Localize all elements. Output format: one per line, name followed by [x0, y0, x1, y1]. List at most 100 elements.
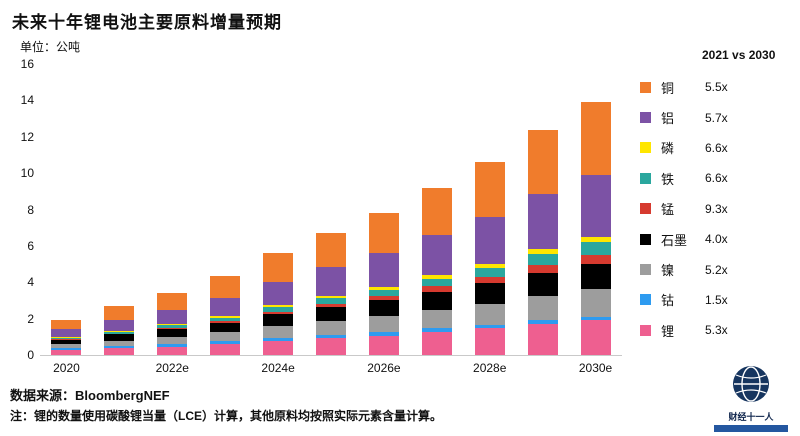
- bar-segment-铁: [421, 278, 452, 287]
- bar-segment-石墨: [580, 263, 611, 290]
- legend-multiplier: 6.6x: [705, 140, 728, 155]
- bar-segment-镍: [527, 296, 558, 321]
- legend-multiplier: 6.6x: [705, 171, 728, 186]
- bar-segment-锂: [421, 331, 452, 355]
- bar-segment-石墨: [316, 307, 346, 322]
- globe-icon: [731, 366, 771, 408]
- bar-segment-钴: [474, 324, 505, 329]
- bar-segment-镍: [157, 337, 188, 344]
- bar-segment-铁: [368, 289, 399, 297]
- x-axis-label: 2030e: [578, 361, 613, 375]
- legend-row-镍: 镍 5.2x: [640, 254, 796, 284]
- legend-swatch: [640, 81, 651, 93]
- legend-swatch: [640, 142, 651, 154]
- bar-2026e: [368, 212, 399, 355]
- legend-multiplier: 4.0x: [705, 232, 728, 247]
- bar-segment-磷: [421, 275, 452, 279]
- bar-segment-铜: [316, 233, 346, 268]
- bar-segment-铜: [474, 161, 505, 218]
- bar-segment-钴: [263, 337, 294, 341]
- legend: 2021 vs 2030 铜 5.5x 铝 5.7x 磷 6.6x 铁 6.6x 锰 9.3x 石墨…: [640, 48, 796, 346]
- bar-segment-铝: [421, 235, 452, 276]
- bar-segment-镍: [210, 332, 241, 342]
- legend-multiplier: 1.5x: [705, 292, 728, 307]
- y-axis-label: 12: [20, 129, 34, 144]
- legend-row-铁: 铁 6.6x: [640, 163, 796, 193]
- bar-segment-钴: [580, 316, 611, 321]
- bar-segment-磷: [316, 295, 346, 299]
- bar-segment-铝: [580, 174, 611, 237]
- bar-2030e: [580, 101, 611, 355]
- bar-segment-钴: [104, 346, 135, 349]
- bar-segment-磷: [104, 330, 135, 332]
- bar-segment-钴: [51, 348, 82, 351]
- y-axis-label: 8: [27, 202, 34, 217]
- bar-segment-石墨: [157, 329, 188, 338]
- unit-label: 单位：公吨: [20, 40, 81, 54]
- bar-2020: [51, 320, 82, 355]
- bar-segment-铁: [157, 325, 188, 328]
- x-axis-label: 2020: [53, 361, 80, 375]
- bar-segment-磷: [368, 286, 399, 290]
- bar-segment-锰: [51, 339, 82, 340]
- bar-segment-铝: [527, 194, 558, 250]
- legend-rows: 铜 5.5x 铝 5.7x 磷 6.6x 铁 6.6x 锰 9.3x 石墨 4.0x 镍 5.2x 钴 1.5…: [640, 72, 796, 346]
- y-axis-label: 2: [27, 311, 34, 326]
- bar-2028e: [474, 161, 505, 355]
- bar-2021: [104, 306, 135, 355]
- bar-segment-锂: [368, 335, 399, 355]
- bar-segment-铁: [210, 317, 241, 321]
- bar-segment-镍: [51, 344, 82, 349]
- bar-segment-锂: [104, 348, 135, 355]
- bar-segment-钴: [157, 343, 188, 347]
- bar-segment-磷: [263, 305, 294, 308]
- y-axis-label: 4: [27, 275, 34, 290]
- bar-segment-磷: [580, 236, 611, 243]
- bar-segment-钴: [316, 334, 346, 339]
- legend-label: 铝: [661, 111, 675, 127]
- bar-segment-锰: [157, 327, 188, 330]
- legend-label: 钴: [661, 293, 675, 309]
- bar-segment-铁: [51, 337, 82, 340]
- legend-row-磷: 磷 6.6x: [640, 133, 796, 163]
- bar-segment-石墨: [474, 283, 505, 304]
- source-note: 数据来源：BloombergNEF: [10, 388, 170, 403]
- legend-swatch: [640, 294, 651, 306]
- bar-segment-铝: [474, 217, 505, 264]
- bar-segment-钴: [210, 341, 241, 345]
- legend-label: 铁: [661, 171, 675, 187]
- bar-2029e: [527, 129, 558, 355]
- bar-segment-镍: [421, 309, 452, 329]
- bar-segment-铜: [580, 101, 611, 175]
- bar-segment-钴: [527, 320, 558, 325]
- y-axis-label: 14: [20, 93, 34, 108]
- bar-2023e: [210, 275, 241, 355]
- y-axis-label: 10: [20, 166, 34, 181]
- publisher-logo: 财经十一人: [714, 364, 788, 432]
- bar-segment-石墨: [421, 291, 452, 310]
- bar-segment-铜: [421, 187, 452, 236]
- bar-segment-铝: [368, 253, 399, 287]
- bar-segment-锰: [421, 286, 452, 292]
- bar-2027e: [421, 187, 452, 355]
- bar-segment-磷: [474, 263, 505, 268]
- bar-segment-铝: [263, 281, 294, 306]
- bar-segment-铁: [104, 331, 135, 334]
- bar-segment-铝: [210, 297, 241, 317]
- bar-segment-石墨: [527, 272, 558, 297]
- bar-segment-铜: [51, 320, 82, 330]
- bar-segment-锂: [263, 341, 294, 355]
- legend-multiplier: 9.3x: [705, 201, 728, 216]
- bar-segment-铁: [527, 253, 558, 266]
- logo-caption: 财经十一人: [728, 412, 774, 422]
- bar-segment-镍: [316, 321, 346, 335]
- bar-segment-铜: [157, 293, 188, 311]
- bar-segment-锰: [474, 276, 505, 284]
- legend-title: 2021 vs 2030: [702, 48, 776, 62]
- x-axis-label: 2022e: [155, 361, 189, 375]
- bar-segment-锂: [51, 350, 82, 355]
- legend-multiplier: 5.2x: [705, 262, 728, 277]
- y-axis-label: 0: [27, 348, 34, 362]
- legend-multiplier: 5.3x: [705, 323, 728, 338]
- bar-segment-锂: [527, 324, 558, 355]
